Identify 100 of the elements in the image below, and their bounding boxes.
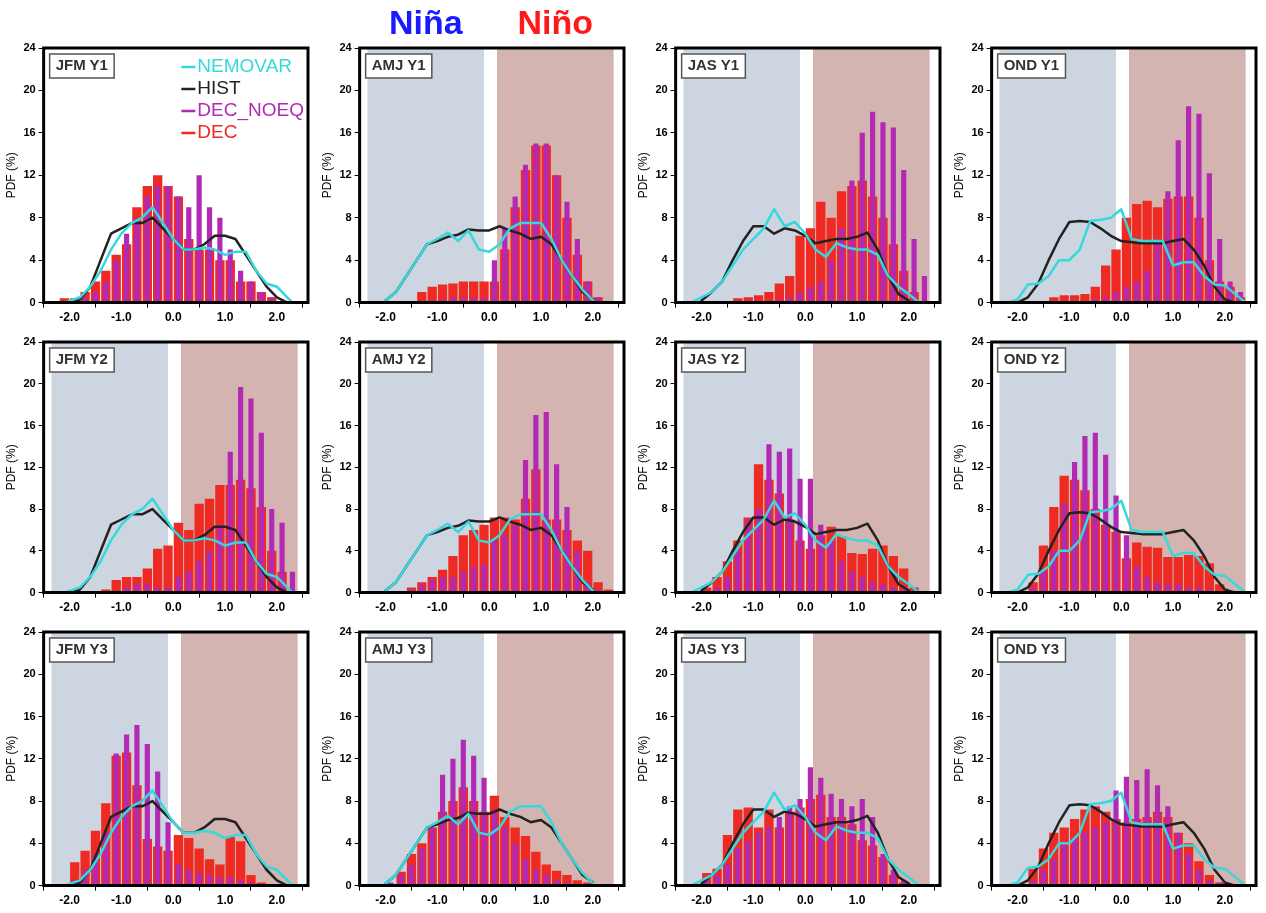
y-tick-label: 8 <box>29 502 36 515</box>
y-tick-label: 12 <box>655 460 668 473</box>
y-tick-label: 8 <box>661 210 668 223</box>
y-tick-label: 16 <box>23 709 36 722</box>
x-tick-label: 2.0 <box>1216 600 1234 615</box>
text: OND Y2 <box>1003 350 1060 368</box>
y-tick-label: 24 <box>971 335 985 348</box>
y-tick-label: 12 <box>339 460 352 473</box>
x-tick-label: 2.0 <box>268 600 286 615</box>
y-tick-label: 0 <box>345 295 352 308</box>
y-tick-label: 16 <box>339 418 352 431</box>
y-tick-label: 20 <box>339 667 352 680</box>
text: OND Y1 <box>1003 56 1060 74</box>
x-tick-label: 1.0 <box>216 310 234 325</box>
x-tick-label: 2.0 <box>268 893 286 908</box>
x-tick-label: -1.0 <box>111 600 133 615</box>
y-tick-label: 20 <box>971 83 984 96</box>
x-tick-label: 1.0 <box>848 893 866 908</box>
x-tick-label: -1.0 <box>1059 600 1081 615</box>
y-tick-label: 8 <box>29 794 36 807</box>
y-tick-label: 12 <box>971 751 984 764</box>
y-tick-label: 12 <box>23 168 36 181</box>
x-tick-label: 1.0 <box>1164 893 1182 908</box>
y-tick-label: 12 <box>971 168 984 181</box>
y-tick-label: 0 <box>977 878 984 891</box>
y-tick-label: 12 <box>23 460 36 473</box>
y-axis-title: PDF (%) <box>951 152 966 199</box>
y-tick-label: 12 <box>339 751 352 764</box>
x-tick-label: 0.0 <box>796 600 814 615</box>
y-tick-label: 24 <box>971 625 985 638</box>
y-tick-label: 20 <box>339 83 352 96</box>
text: AMJ Y2 <box>371 350 426 368</box>
y-tick-label: 24 <box>971 41 985 54</box>
x-tick-label: 0.0 <box>480 310 498 325</box>
y-tick-label: 16 <box>339 125 352 138</box>
x-tick-label: 0.0 <box>164 600 182 615</box>
x-tick-label: 1.0 <box>1164 600 1182 615</box>
y-tick-label: 8 <box>977 794 984 807</box>
y-axis-title: PDF (%) <box>635 152 650 199</box>
x-tick-label: -2.0 <box>59 310 81 325</box>
y-tick-label: 0 <box>29 878 36 891</box>
x-tick-label: 1.0 <box>216 893 234 908</box>
x-tick-label: 2.0 <box>900 310 918 325</box>
y-tick-label: 0 <box>661 878 668 891</box>
y-tick-label: 12 <box>339 168 352 181</box>
y-tick-label: 0 <box>29 585 36 598</box>
legend-label: DEC <box>197 121 238 143</box>
y-tick-label: 20 <box>655 83 668 96</box>
y-tick-label: 20 <box>971 376 984 389</box>
x-tick-label: 0.0 <box>480 893 498 908</box>
y-tick-label: 4 <box>345 253 353 266</box>
x-tick-label: 2.0 <box>1216 310 1234 325</box>
y-tick-label: 24 <box>655 335 669 348</box>
y-tick-label: 16 <box>971 709 984 722</box>
x-tick-label: -1.0 <box>743 893 765 908</box>
x-tick-label: -1.0 <box>427 600 449 615</box>
y-axis-title: PDF (%) <box>951 735 966 782</box>
y-tick-label: 24 <box>339 625 353 638</box>
y-axis-title: PDF (%) <box>951 444 966 491</box>
y-tick-label: 8 <box>345 794 352 807</box>
y-tick-label: 0 <box>661 585 668 598</box>
x-tick-label: -1.0 <box>111 310 133 325</box>
y-tick-label: 20 <box>23 667 36 680</box>
x-tick-label: -1.0 <box>1059 310 1081 325</box>
y-tick-label: 24 <box>23 335 37 348</box>
y-tick-label: 12 <box>23 751 36 764</box>
y-tick-label: 12 <box>971 460 984 473</box>
x-tick-label: 1.0 <box>532 310 550 325</box>
y-tick-label: 16 <box>971 125 984 138</box>
x-tick-label: 2.0 <box>584 893 602 908</box>
y-tick-label: 8 <box>977 502 984 515</box>
y-tick-label: 4 <box>29 836 37 849</box>
x-tick-label: 1.0 <box>532 893 550 908</box>
legend-label: DEC_NOEQ <box>197 99 305 122</box>
y-tick-label: 4 <box>977 253 985 266</box>
y-tick-label: 24 <box>655 41 669 54</box>
text: AMJ Y3 <box>371 640 426 658</box>
text: JAS Y2 <box>687 350 740 368</box>
y-tick-label: 16 <box>23 418 36 431</box>
y-tick-label: 4 <box>29 253 37 266</box>
x-tick-label: -2.0 <box>375 310 397 325</box>
x-tick-label: 0.0 <box>1112 310 1130 325</box>
y-tick-label: 24 <box>23 625 37 638</box>
legend-label: HIST <box>197 77 242 99</box>
y-tick-label: 4 <box>661 253 669 266</box>
y-tick-label: 8 <box>345 210 352 223</box>
x-tick-label: -1.0 <box>111 893 133 908</box>
y-axis-title: PDF (%) <box>319 735 334 782</box>
y-tick-label: 20 <box>655 667 668 680</box>
y-tick-label: 8 <box>345 502 352 515</box>
y-tick-label: 16 <box>339 709 352 722</box>
text: JAS Y1 <box>687 56 740 74</box>
y-tick-label: 4 <box>345 836 353 849</box>
y-tick-label: 4 <box>661 543 669 556</box>
y-tick-label: 8 <box>661 794 668 807</box>
x-tick-label: 1.0 <box>216 600 234 615</box>
text: JAS Y3 <box>687 640 740 658</box>
text: JFM Y3 <box>55 640 108 658</box>
y-axis-title: PDF (%) <box>319 444 334 491</box>
x-tick-label: 1.0 <box>1164 310 1182 325</box>
